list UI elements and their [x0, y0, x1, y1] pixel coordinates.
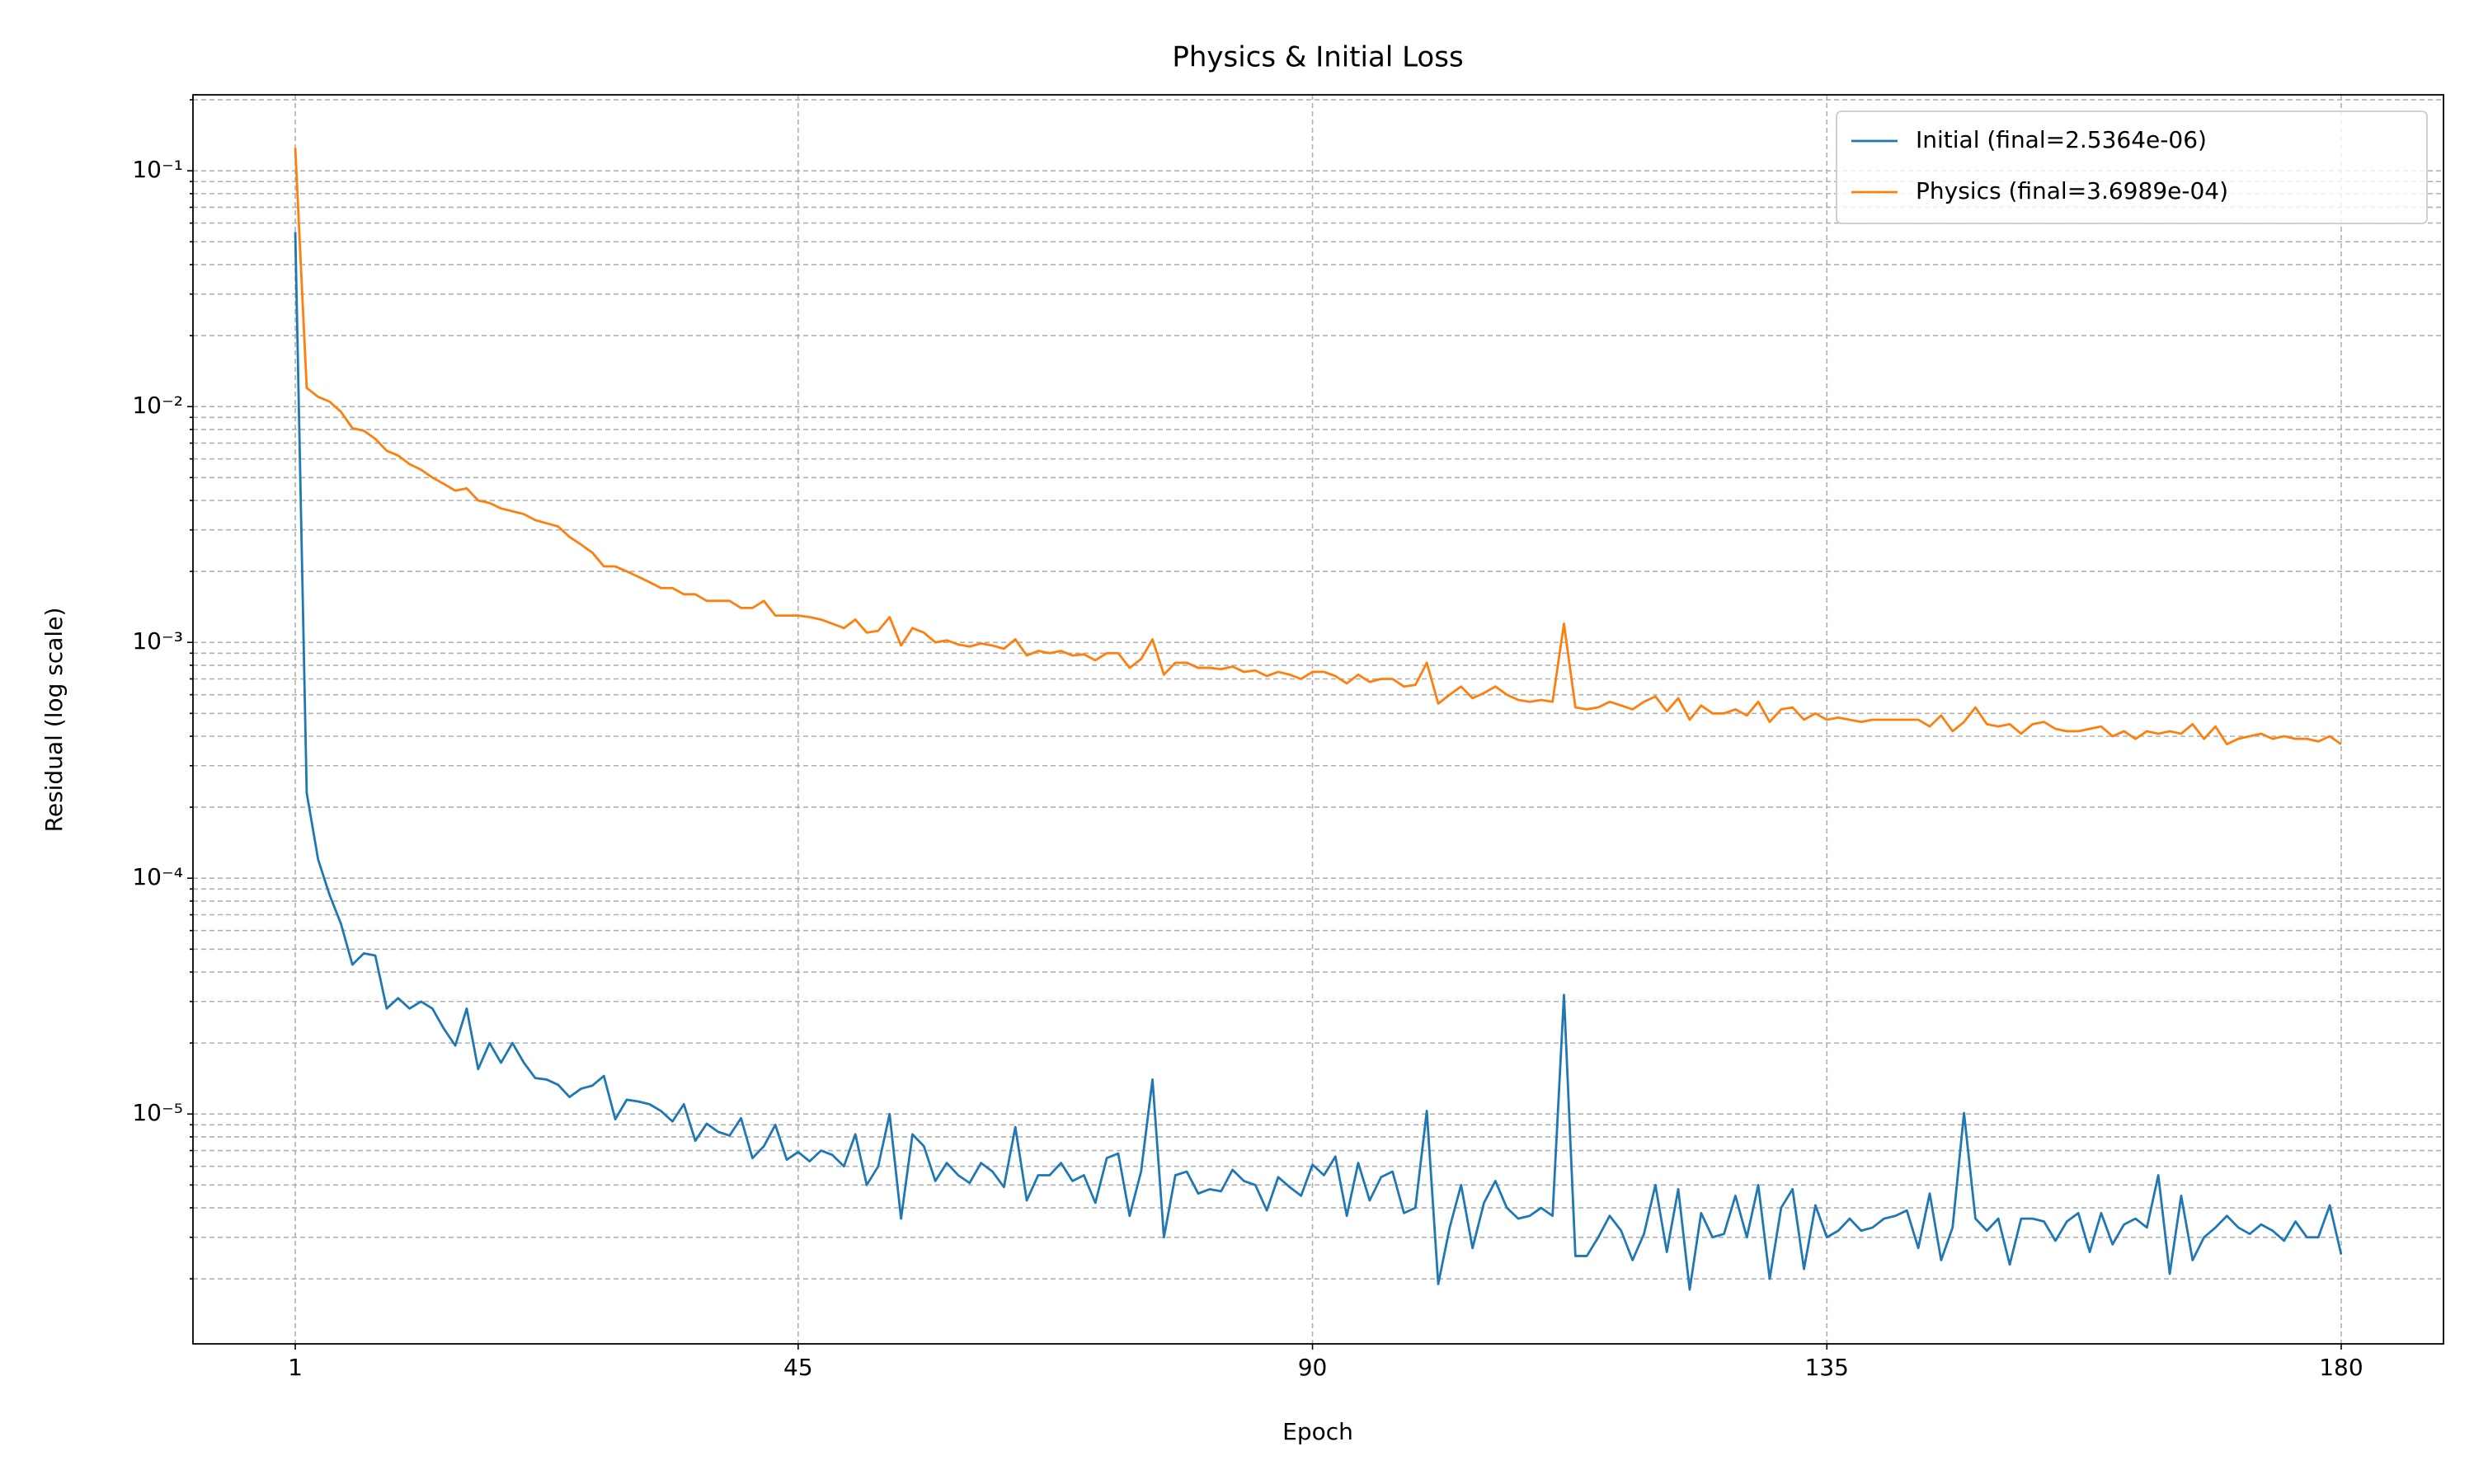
y-tick-label: 10⁻⁴: [132, 863, 183, 890]
legend-label: Physics (final=3.6989e-04): [1916, 177, 2228, 204]
y-tick-label: 10⁻³: [132, 627, 183, 655]
legend-label: Initial (final=2.5364e-06): [1916, 126, 2207, 153]
x-tick-label: 90: [1298, 1354, 1328, 1381]
legend: Initial (final=2.5364e-06) Physics (final…: [1836, 110, 2428, 224]
x-tick-label: 45: [783, 1354, 813, 1381]
x-tick-label: 135: [1805, 1354, 1849, 1381]
y-axis-label: Residual (log scale): [40, 608, 68, 833]
x-tick-label: 180: [2319, 1354, 2363, 1381]
plot-frame: [192, 94, 2444, 1345]
line-series: [294, 148, 2342, 746]
legend-box: [1836, 110, 2428, 224]
y-tick-label: 10⁻⁵: [132, 1099, 183, 1126]
chart-title: Physics & Initial Loss: [1172, 41, 1463, 74]
line-series: [294, 232, 2343, 1291]
x-tick-label: 1: [288, 1354, 303, 1381]
x-axis-label: Epoch: [1282, 1418, 1353, 1445]
y-tick-label: 10⁻¹: [132, 156, 183, 183]
y-tick-label: 10⁻²: [132, 392, 183, 419]
